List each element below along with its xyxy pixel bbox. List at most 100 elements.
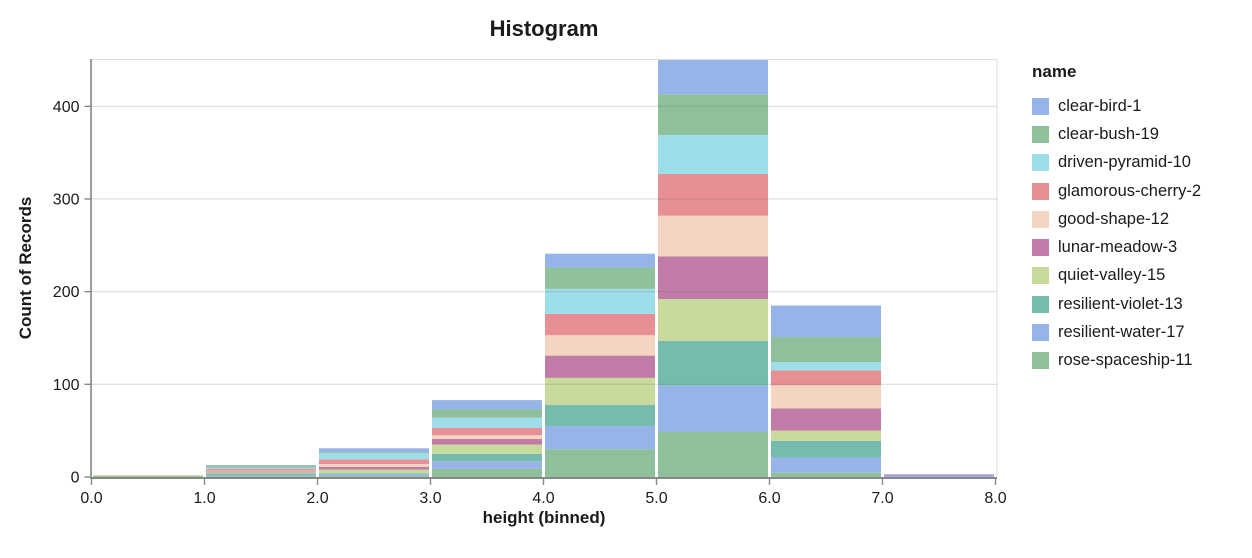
bar-segment	[206, 470, 316, 472]
legend-item: driven-pyramid-10	[1032, 149, 1201, 177]
bar-segment	[432, 439, 542, 445]
bar-segment	[432, 468, 542, 477]
bar-segment	[771, 370, 881, 386]
legend-label: quiet-valley-15	[1058, 266, 1166, 285]
legend-title: name	[1032, 62, 1077, 81]
legend-label: resilient-water-17	[1058, 323, 1185, 342]
legend-swatch	[1032, 239, 1049, 257]
bar-segment	[658, 60, 768, 95]
legend-item: glamorous-cherry-2	[1032, 177, 1201, 205]
legend-label: lunar-meadow-3	[1058, 238, 1178, 257]
bar-segment	[206, 471, 316, 473]
x-tick-label: 1.0	[193, 490, 215, 507]
y-tick-label: 300	[53, 192, 80, 209]
legend-item: resilient-violet-13	[1032, 290, 1201, 318]
bar-segment	[545, 377, 655, 405]
y-tick-label: 100	[53, 377, 80, 394]
bar-segment	[771, 440, 881, 458]
bar-segment	[771, 408, 881, 431]
x-tick-label: 4.0	[532, 490, 554, 507]
bar-segment	[658, 173, 768, 216]
bar-segment	[771, 472, 881, 477]
bar-segment	[545, 404, 655, 427]
legend-label: good-shape-12	[1058, 209, 1170, 228]
bar-segment	[206, 464, 316, 466]
bar-segment	[884, 476, 994, 477]
bar-segment	[658, 256, 768, 300]
legend-swatch	[1032, 295, 1049, 313]
bar-segment	[206, 467, 316, 469]
x-tick-label: 0.0	[80, 490, 102, 507]
bar-segment	[93, 475, 203, 477]
bar-segment	[771, 430, 881, 441]
bar-segment	[771, 457, 881, 473]
bar-segment	[432, 409, 542, 418]
bar-segment	[319, 464, 429, 467]
bar-segment	[545, 449, 655, 477]
legend-label: clear-bush-19	[1058, 124, 1159, 143]
legend-swatch	[1032, 97, 1049, 115]
bar-segment	[545, 267, 655, 289]
bar-segment	[545, 426, 655, 450]
legend-swatch	[1032, 267, 1049, 285]
legend-swatch	[1032, 154, 1049, 172]
bar-segment	[319, 474, 429, 477]
x-tick-label: 6.0	[758, 490, 780, 507]
bar-segment	[432, 461, 542, 469]
bar-segment	[884, 475, 994, 477]
legend-swatch	[1032, 324, 1049, 342]
bar-segment	[319, 452, 429, 460]
bar-segment	[206, 465, 316, 468]
bar-segment	[93, 476, 203, 477]
legend-item: clear-bird-1	[1032, 92, 1201, 120]
y-tick-label: 400	[53, 99, 80, 116]
y-tick-label: 0	[71, 470, 80, 487]
bar-segment	[432, 417, 542, 428]
legend-items: clear-bird-1 clear-bush-19 driven-pyramid-…	[1032, 92, 1201, 375]
bar-segment	[319, 459, 429, 465]
bar-segment	[658, 94, 768, 136]
bar-segment	[771, 385, 881, 409]
bar-segment	[545, 253, 655, 268]
y-tick-label: 200	[53, 284, 80, 301]
legend-label: driven-pyramid-10	[1058, 153, 1191, 172]
legend-swatch	[1032, 125, 1049, 143]
x-tick-label: 5.0	[645, 490, 667, 507]
bar-segment	[658, 215, 768, 257]
bar-segment	[206, 472, 316, 474]
bar-segment	[545, 355, 655, 378]
bar-segment	[319, 448, 429, 452]
bar-segment	[432, 427, 542, 436]
bar-segment	[771, 305, 881, 338]
legend-label: clear-bird-1	[1058, 96, 1142, 115]
bar-segment	[432, 400, 542, 410]
legend: name clear-bird-1 clear-bush-19 driven-pyr…	[1032, 62, 1201, 375]
bar-segment	[319, 473, 429, 475]
x-tick-label: 7.0	[871, 490, 893, 507]
legend-item: good-shape-12	[1032, 205, 1201, 233]
bar-segment	[319, 469, 429, 474]
bar-segment	[771, 337, 881, 363]
legend-swatch	[1032, 210, 1049, 228]
legend-label: rose-spaceship-11	[1058, 351, 1193, 370]
bar-segment	[319, 466, 429, 470]
x-axis-title: height (binned)	[482, 508, 606, 527]
bar-segment	[206, 475, 316, 477]
legend-item: lunar-meadow-3	[1032, 233, 1201, 261]
bar-segment	[658, 385, 768, 432]
bar-segment	[884, 474, 994, 476]
bar-segment	[319, 451, 429, 453]
bar-segment	[658, 135, 768, 174]
y-axis-title: Count of Records	[16, 196, 35, 340]
x-tick-label: 8.0	[984, 490, 1006, 507]
bar-segment	[206, 473, 316, 476]
x-tick-label: 2.0	[306, 490, 328, 507]
bar-segment	[206, 476, 316, 477]
legend-item: resilient-water-17	[1032, 318, 1201, 346]
bar-segment	[206, 468, 316, 471]
legend-item: rose-spaceship-11	[1032, 347, 1201, 375]
legend-swatch	[1032, 182, 1049, 200]
bar-segment	[658, 340, 768, 386]
